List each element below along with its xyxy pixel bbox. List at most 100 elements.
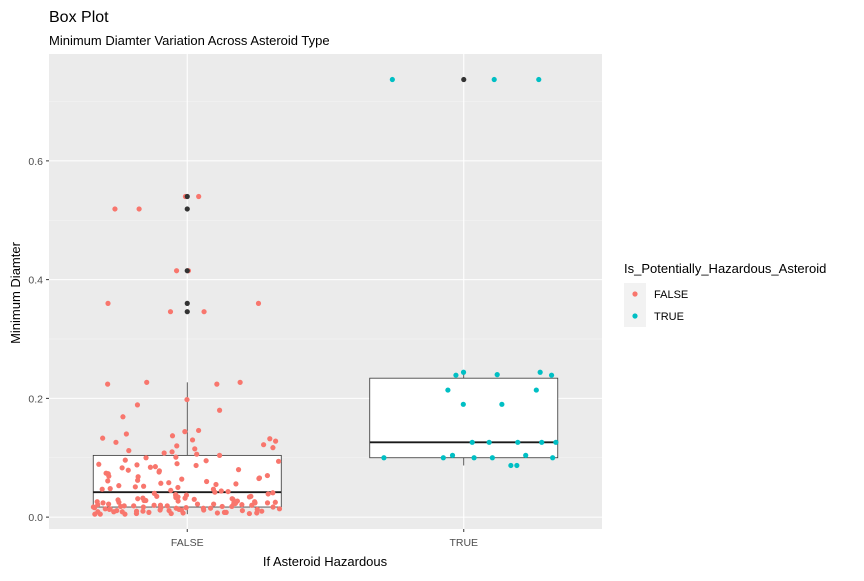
data-point-false [260, 442, 267, 448]
data-point-false [140, 508, 146, 514]
data-point-false [259, 508, 265, 514]
data-point-false [121, 503, 127, 509]
data-point-false [119, 465, 125, 471]
data-point-false [201, 507, 207, 513]
data-point-false [131, 503, 137, 509]
data-point-false [116, 483, 122, 489]
data-point-false [276, 506, 283, 512]
data-point-false [184, 396, 190, 403]
box-layer [92, 372, 559, 515]
data-point-false [92, 511, 98, 517]
data-point-false [132, 484, 138, 490]
legend-title: Is_Potentially_Hazardous_Asteroid [624, 261, 826, 276]
chart-title: Box Plot [49, 9, 109, 26]
data-point-false [270, 490, 276, 496]
y-tick-label: 0.4 [28, 275, 43, 287]
data-point-false [134, 402, 141, 408]
data-point-false [106, 506, 113, 513]
data-point-false [182, 495, 188, 501]
data-point-false [140, 504, 146, 510]
data-point-true [486, 439, 492, 445]
data-point-false [254, 510, 260, 516]
data-point-false [214, 510, 220, 516]
outlier-point [184, 268, 190, 274]
data-point-false [102, 506, 108, 512]
data-point-false [264, 500, 271, 506]
data-point-false [166, 480, 172, 486]
data-point-true [471, 455, 477, 461]
data-point-false [232, 500, 239, 507]
legend-label-false: FALSE [654, 289, 688, 301]
data-point-true [491, 76, 497, 83]
data-point-false [161, 450, 167, 456]
data-point-true [494, 372, 500, 378]
data-point-true [489, 455, 495, 461]
data-point-false [120, 414, 126, 420]
data-point-false [192, 446, 198, 452]
outlier-point [184, 309, 190, 315]
data-point-false [235, 467, 242, 473]
points-layer [90, 76, 559, 517]
data-point-false [133, 508, 140, 514]
data-point-false [136, 206, 142, 212]
data-point-false [275, 458, 282, 464]
data-point-false [175, 498, 181, 504]
data-point-false [94, 499, 100, 505]
data-point-false [256, 475, 262, 482]
data-point-false [168, 510, 174, 517]
data-point-false [105, 381, 111, 387]
data-point-false [225, 488, 231, 495]
legend-swatch-true [632, 313, 638, 319]
data-point-false [201, 309, 207, 315]
data-point-false [216, 452, 223, 458]
data-point-false [154, 493, 160, 499]
data-point-false [90, 504, 97, 510]
data-point-false [237, 379, 243, 385]
data-point-false [107, 486, 113, 492]
data-point-false [246, 494, 253, 500]
data-point-false [143, 455, 149, 461]
data-point-false [157, 507, 163, 513]
data-point-false [255, 300, 262, 306]
data-point-true [537, 369, 543, 375]
data-point-false [229, 503, 235, 510]
data-point-false [100, 435, 106, 441]
data-point-false [100, 500, 106, 506]
data-point-false [125, 467, 131, 473]
data-point-false [158, 480, 164, 486]
data-point-false [96, 461, 102, 467]
data-point-false [113, 439, 119, 445]
data-point-false [213, 481, 219, 488]
outlier-point [184, 193, 190, 200]
data-point-true [460, 369, 467, 375]
data-point-true [440, 455, 446, 461]
data-point-false [214, 381, 220, 387]
data-point-false [246, 510, 253, 517]
data-point-false [143, 497, 149, 504]
data-point-false [106, 501, 112, 507]
data-point-true [460, 401, 466, 407]
data-point-false [134, 462, 140, 468]
data-point-false [147, 464, 154, 470]
data-point-false [135, 477, 141, 483]
data-point-false [174, 461, 180, 467]
data-point-true [533, 387, 539, 393]
data-point-true [445, 387, 451, 393]
legend-swatch-false [632, 291, 638, 297]
data-point-false [103, 470, 109, 476]
data-point-false [169, 449, 175, 455]
data-point-false [239, 507, 245, 514]
data-point-true [508, 462, 514, 469]
data-point-true [514, 462, 520, 469]
data-point-true [523, 452, 529, 458]
data-point-false [164, 503, 170, 509]
data-point-true [550, 455, 556, 461]
data-point-false [105, 478, 111, 484]
data-point-true [469, 439, 475, 445]
data-point-false [112, 206, 118, 212]
data-point-false [191, 496, 197, 502]
chart-subtitle: Minimum Diamter Variation Across Asteroi… [49, 33, 330, 48]
data-point-false [265, 491, 271, 497]
outlier-point [184, 206, 190, 212]
